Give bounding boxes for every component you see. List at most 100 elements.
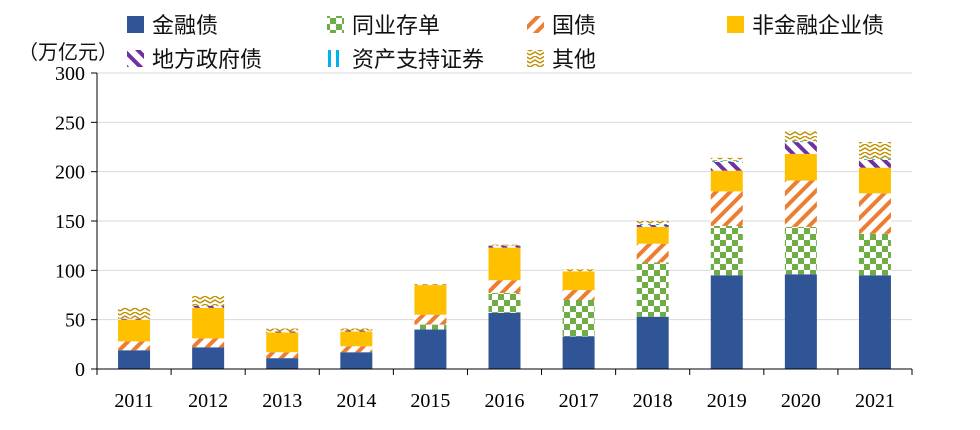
bar-segment [636,224,669,227]
bar-segment [488,312,521,369]
y-tick-label: 250 [55,112,85,134]
bar-segment [858,158,891,160]
bar-segment [118,318,151,320]
bar-segment [118,307,151,319]
bar-segment [858,275,891,369]
x-tick-label: 2014 [336,390,376,412]
bar-segment [636,243,669,263]
bar-segment [858,159,891,168]
bar-segment [340,352,373,369]
x-tick-label: 2015 [410,390,450,412]
legend-swatch [727,16,744,33]
legend-label: 其他 [552,48,596,73]
bar-segment [562,336,595,369]
bar-segment [414,329,447,369]
y-tick-label: 200 [55,162,85,184]
bars [118,131,891,369]
bar-segment [414,285,447,315]
bar-segment [118,341,151,351]
bar-segment [710,225,743,276]
bar-segment [340,346,373,353]
bar-segment [710,170,743,192]
bar-segment [414,324,447,330]
bar-segment [488,293,521,313]
gridlines [97,72,912,321]
bar-segment [858,233,891,276]
bar-segment [266,352,299,359]
bar-segment [784,142,817,154]
bar-segment [784,274,817,369]
bar-segment [488,280,521,294]
x-tick-label: 2011 [114,390,153,412]
bar-segment [710,157,743,161]
bar-segment [192,338,225,348]
bar-segment [858,142,891,159]
bar-segment [266,332,299,353]
x-axis-ticks: 2011 2012 2013 2014 2015 2016 2017 2018 2019 2020… [96,369,913,412]
y-tick-label: 150 [55,211,85,233]
bar-segment [488,244,521,246]
bar-segment [118,350,151,369]
bar-segment [340,330,373,332]
bar-segment [340,328,373,331]
x-tick-label: 2020 [781,390,821,412]
legend-swatch [127,50,144,67]
bar-segment [118,319,151,342]
x-tick-label: 2017 [559,390,599,412]
bar-segment [488,245,521,248]
bar-segment [636,226,669,244]
x-tick-label: 2019 [707,390,747,412]
legend-label: 同业存单 [352,14,440,39]
bar-segment [562,271,595,291]
bar-segment [414,314,447,325]
y-tick-label: 0 [75,359,85,381]
legend-label: 非金融企业债 [752,14,884,39]
y-axis-unit-label: （万亿元） [18,40,118,64]
bar-segment [192,295,225,306]
legend-swatch [527,16,544,33]
bar-segment [340,331,373,347]
y-tick-label: 50 [65,310,85,332]
bar-segment [266,328,299,332]
bar-segment [192,347,225,369]
bar-segment [784,226,817,275]
y-tick-label: 100 [55,260,85,282]
legend-label: 金融债 [152,14,218,39]
bar-segment [710,275,743,369]
legend-label: 地方政府债 [152,48,262,73]
x-tick-label: 2016 [485,390,525,412]
bar-segment [636,262,669,317]
x-tick-label: 2021 [855,390,895,412]
legend-swatch [327,50,344,67]
bar-segment [562,269,595,272]
x-tick-label: 2012 [188,390,228,412]
x-tick-label: 2018 [633,390,673,412]
legend-swatch [527,50,544,67]
bar-segment [636,316,669,369]
bar-segment [192,307,225,339]
bar-segment [784,131,817,142]
axes [96,73,912,370]
bar-segment [784,153,817,181]
bar-segment [784,180,817,227]
legend-swatch [327,16,344,33]
bar-segment [414,284,447,286]
bar-segment [562,290,595,300]
legend-label: 国债 [552,14,596,39]
bar-segment [710,191,743,226]
bar-segment [710,161,743,171]
bar-segment [488,247,521,281]
y-axis-ticks: 0 50 100 150 200 250 300 [55,63,97,381]
bar-segment [858,193,891,234]
x-tick-label: 2013 [262,390,302,412]
y-tick-label: 300 [55,63,85,85]
bar-segment [266,358,299,369]
bar-segment [784,141,817,143]
bar-segment [710,160,743,162]
bar-segment [636,223,669,225]
bar-segment [636,221,669,224]
bar-segment [858,167,891,194]
legend-label: 资产支持证券 [352,48,484,73]
